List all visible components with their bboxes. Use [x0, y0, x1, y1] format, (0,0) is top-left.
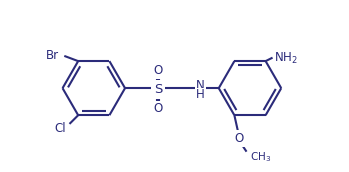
- Text: CH$_3$: CH$_3$: [250, 150, 271, 164]
- Text: S: S: [154, 83, 162, 96]
- Text: N: N: [196, 79, 205, 92]
- Text: O: O: [234, 132, 243, 145]
- Text: NH$_2$: NH$_2$: [274, 51, 298, 66]
- Text: O: O: [154, 64, 163, 77]
- Text: H: H: [196, 88, 205, 101]
- Text: Cl: Cl: [54, 122, 66, 135]
- Text: O: O: [154, 102, 163, 115]
- Text: Br: Br: [46, 49, 59, 62]
